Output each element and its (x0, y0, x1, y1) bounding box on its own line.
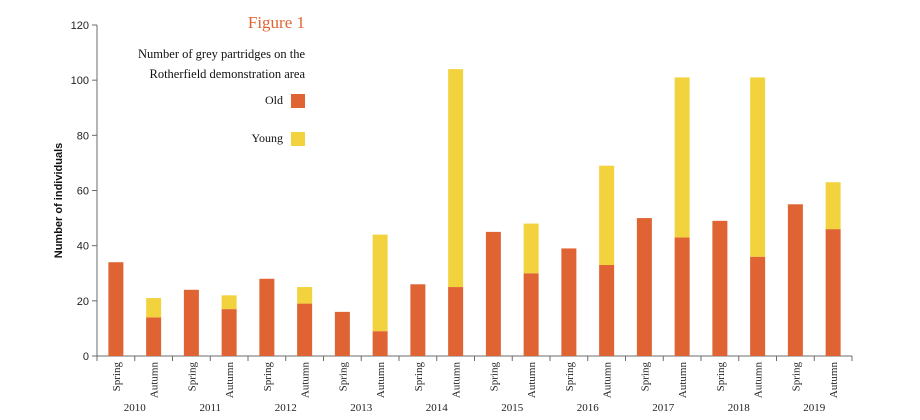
x-tick-labels: Spring Autumn Spring Autumn Spring Autumn Spri… (111, 362, 840, 414)
bar-young-1 (146, 298, 162, 318)
x-tick-label: Spring (111, 362, 123, 392)
bar-old-6 (334, 311, 350, 356)
bar-old-5 (297, 303, 313, 356)
year-label: 2011 (199, 402, 221, 414)
bar-old-8 (410, 284, 426, 356)
x-tick-label: Autumn (753, 362, 765, 399)
bar-old-17 (750, 256, 766, 356)
year-label: 2014 (426, 402, 449, 414)
x-tick-label: Autumn (300, 362, 312, 399)
x-tick-label: Spring (790, 362, 802, 392)
x-tick-label: Autumn (224, 362, 236, 399)
x-tick-label: Spring (337, 362, 349, 392)
x-tick-label: Autumn (375, 362, 387, 399)
y-axis-label: Number of individuals (53, 143, 65, 259)
y-tick-label: 60 (77, 186, 89, 198)
bar-young-17 (750, 77, 766, 257)
bar-old-11 (523, 273, 539, 356)
x-tick-label: Spring (413, 362, 425, 392)
chart-subtitle-line: Number of grey partridges on the (138, 47, 305, 61)
x-tick-label: Spring (715, 362, 727, 392)
bar-young-9 (448, 69, 464, 288)
x-tick-label: Autumn (526, 362, 538, 399)
bar-young-7 (372, 234, 388, 332)
year-label: 2012 (275, 402, 297, 414)
annotations: Figure 1 Number of grey partridges on the… (138, 13, 305, 146)
x-tick-label: Autumn (828, 362, 840, 399)
x-tick-label: Autumn (451, 362, 463, 399)
bar-old-10 (485, 231, 501, 357)
bar-old-0 (108, 262, 124, 356)
bar-young-19 (825, 182, 841, 230)
y-tick-label: 100 (71, 75, 89, 87)
legend-label-young: Young (252, 131, 283, 145)
bar-old-14 (636, 218, 652, 356)
year-label: 2019 (803, 402, 826, 414)
y-tick-label: 120 (71, 20, 89, 32)
y-tick-label: 0 (83, 351, 89, 363)
year-label: 2015 (501, 402, 524, 414)
year-label: 2016 (577, 402, 600, 414)
x-tick-label: Spring (488, 362, 500, 392)
bar-young-3 (221, 295, 237, 310)
bar-old-16 (712, 220, 728, 356)
bar-old-12 (561, 248, 577, 356)
year-label: 2018 (728, 402, 751, 414)
x-tick-label: Autumn (149, 362, 161, 399)
bar-young-13 (599, 165, 615, 265)
bar-young-5 (297, 287, 313, 304)
legend-label-old: Old (265, 93, 283, 107)
legend-swatch-old (291, 94, 305, 108)
bar-old-18 (787, 204, 803, 356)
bar-old-13 (599, 264, 615, 356)
x-tick-label: Spring (186, 362, 198, 392)
y-tick-label: 20 (77, 296, 89, 308)
bar-old-19 (825, 229, 841, 356)
x-tick-label: Spring (639, 362, 651, 392)
bar-old-9 (448, 287, 464, 356)
year-label: 2017 (652, 402, 675, 414)
bar-old-7 (372, 331, 388, 356)
year-label: 2010 (124, 402, 147, 414)
x-tick-label: Autumn (677, 362, 689, 399)
chart-subtitle-line: Rotherfield demonstration area (150, 67, 306, 81)
bar-old-4 (259, 278, 275, 356)
bar-young-11 (523, 223, 539, 274)
year-label: 2013 (350, 402, 373, 414)
legend-swatch-young (291, 132, 305, 146)
x-tick-label: Spring (564, 362, 576, 392)
chart-title: Figure 1 (248, 13, 305, 32)
y-tick-label: 80 (77, 130, 89, 142)
bar-old-3 (221, 309, 237, 356)
bar-old-15 (674, 237, 690, 356)
bar-young-15 (674, 77, 690, 238)
x-tick-label: Spring (262, 362, 274, 392)
y-tick-label: 40 (77, 241, 89, 253)
bar-old-2 (183, 289, 199, 356)
x-tick-label: Autumn (602, 362, 614, 399)
bars (108, 69, 841, 357)
bar-old-1 (146, 317, 162, 356)
